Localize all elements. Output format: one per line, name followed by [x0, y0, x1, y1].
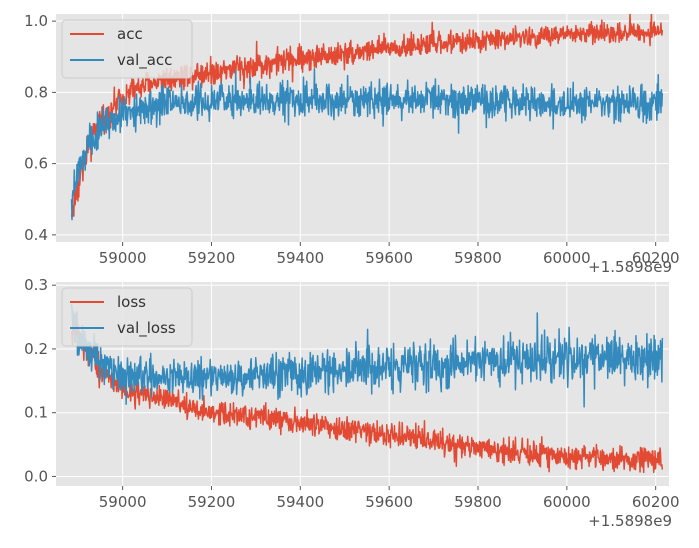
x-tick-label: 60200 — [632, 493, 680, 511]
series-group — [70, 14, 664, 221]
x-tick-label: 59400 — [276, 249, 324, 267]
y-tick-label: 1.0 — [24, 12, 48, 30]
y-tick-label: 0.1 — [24, 404, 48, 422]
y-tick-label: 0.8 — [24, 83, 48, 101]
x-tick-label: 60200 — [632, 249, 680, 267]
x-offset-label: +1.5898e9 — [588, 258, 672, 276]
series-line-val_acc — [70, 67, 664, 221]
legend-label-val_loss: val_loss — [117, 319, 176, 338]
y-tick-label: 0.4 — [24, 226, 48, 244]
legend: acc val_acc — [61, 19, 193, 79]
x-tick-label: 60000 — [543, 493, 591, 511]
y-tick-label: 0.3 — [24, 276, 48, 294]
series-line-acc — [70, 14, 664, 219]
x-tick-label: 60000 — [543, 249, 591, 267]
x-tick-label: 59800 — [454, 249, 502, 267]
legend: loss val_loss — [61, 287, 193, 347]
x-tick-label: 59600 — [365, 249, 413, 267]
series-group — [70, 303, 664, 474]
x-tick-label: 59800 — [454, 493, 502, 511]
x-tick-label: 59000 — [99, 249, 147, 267]
series-line-val_loss — [70, 303, 664, 408]
series-line-loss — [70, 316, 664, 474]
x-tick-label: 59400 — [276, 493, 324, 511]
x-tick-label: 59200 — [188, 249, 236, 267]
panel-1: 59000 59200 59400 59600 59800 60000 60200 0.4 0.… — [24, 12, 679, 276]
y-tick-label: 0.6 — [24, 155, 48, 173]
x-tick-label: 59600 — [365, 493, 413, 511]
legend-label-loss: loss — [117, 293, 146, 311]
panel-2: 59000 59200 59400 59600 59800 60000 60200 0.0 0.… — [24, 276, 679, 530]
y-tick-label: 0.0 — [24, 467, 48, 485]
x-tick-label: 59000 — [99, 493, 147, 511]
x-tick-label: 59200 — [188, 493, 236, 511]
x-offset-label: +1.5898e9 — [588, 512, 672, 530]
y-tick-label: 0.2 — [24, 340, 48, 358]
legend-label-acc: acc — [117, 25, 143, 43]
legend-label-val_acc: val_acc — [117, 51, 172, 70]
